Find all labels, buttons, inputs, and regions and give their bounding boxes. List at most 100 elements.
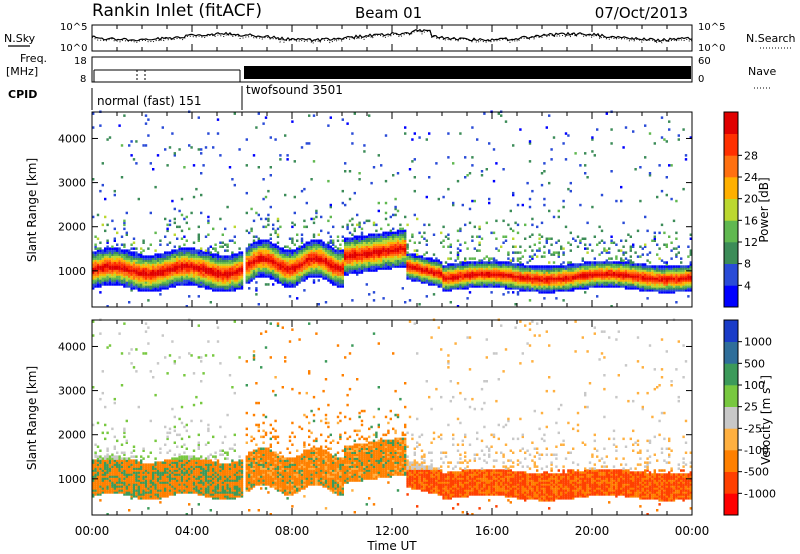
heatmap-cell — [238, 247, 241, 250]
heatmap-cell — [492, 271, 496, 274]
heatmap-cell — [327, 263, 330, 266]
heatmap-cell — [653, 277, 656, 280]
heatmap-cell — [497, 269, 500, 272]
heatmap-cell — [605, 275, 608, 278]
heatmap-cell — [382, 249, 385, 252]
heatmap-cell — [173, 251, 176, 254]
heatmap-cell — [394, 197, 397, 201]
heatmap-cell — [257, 249, 260, 252]
heatmap-cell — [197, 265, 200, 268]
heatmap-cell — [540, 277, 544, 280]
heatmap-cell — [615, 273, 618, 276]
heatmap-cell — [473, 275, 476, 278]
heatmap-cell — [418, 241, 421, 244]
heatmap-cell — [228, 275, 232, 278]
heatmap-cell — [132, 253, 136, 256]
heatmap-cell — [168, 279, 172, 282]
heatmap-cell — [519, 269, 522, 272]
heatmap-cell — [344, 249, 347, 252]
heatmap-cell — [245, 279, 248, 282]
heatmap-cell — [675, 273, 678, 276]
heatmap-cell — [132, 257, 136, 260]
heatmap-cell — [190, 275, 193, 278]
heatmap-cell — [387, 263, 390, 266]
heatmap-cell — [329, 265, 332, 268]
heatmap-cell — [365, 263, 368, 266]
heatmap-cell — [279, 269, 282, 272]
heatmap-cell — [476, 138, 479, 141]
heatmap-cell — [416, 279, 419, 282]
heatmap-cell — [581, 285, 584, 288]
heatmap-cell — [406, 265, 409, 268]
heatmap-cell — [660, 189, 664, 193]
heatmap-cell — [317, 255, 320, 258]
heatmap-cell — [214, 269, 217, 272]
heatmap-cell — [372, 265, 376, 268]
heatmap-cell — [639, 199, 642, 203]
heatmap-cell — [315, 215, 318, 219]
heatmap-cell — [94, 285, 97, 288]
heatmap-cell — [173, 221, 176, 225]
heatmap-cell — [260, 255, 263, 258]
heatmap-cell — [363, 245, 366, 248]
heatmap-cell — [219, 271, 222, 274]
heatmap-cell — [447, 275, 450, 278]
heatmap-cell — [250, 259, 253, 262]
heatmap-cell — [639, 287, 642, 290]
heatmap-cell — [464, 283, 467, 286]
heatmap-cell — [420, 261, 424, 264]
heatmap-cell — [488, 277, 491, 280]
heatmap-cell — [166, 261, 169, 264]
heatmap-cell — [363, 235, 366, 238]
heatmap-cell — [104, 267, 107, 270]
heatmap-cell — [408, 273, 412, 276]
heatmap-cell — [192, 195, 196, 199]
heatmap-cell — [118, 277, 121, 280]
heatmap-cell — [221, 289, 224, 292]
heatmap-cell — [327, 277, 330, 280]
heatmap-cell — [452, 265, 455, 268]
heatmap-cell — [255, 287, 258, 290]
heatmap-cell — [634, 273, 637, 276]
heatmap-cell — [653, 287, 656, 290]
heatmap-cell — [140, 257, 143, 260]
heatmap-cell — [293, 243, 296, 246]
heatmap-cell — [521, 273, 524, 276]
heatmap-cell — [140, 267, 143, 270]
heatmap-cell — [588, 271, 592, 274]
heatmap-cell — [178, 148, 181, 151]
heatmap-cell — [536, 281, 539, 284]
heatmap-cell — [514, 279, 517, 282]
heatmap-cell — [267, 241, 270, 244]
heatmap-cell — [596, 283, 599, 286]
heatmap-cell — [106, 277, 109, 280]
heatmap-cell — [528, 197, 532, 201]
heatmap-cell — [255, 261, 258, 264]
heatmap-cell — [228, 273, 232, 276]
heatmap-cell — [346, 253, 349, 256]
heatmap-cell — [356, 269, 359, 272]
heatmap-cell — [519, 275, 522, 278]
heatmap-cell — [156, 154, 160, 157]
heatmap-cell — [348, 257, 352, 260]
heatmap-cell — [684, 281, 688, 284]
heatmap-cell — [420, 281, 424, 284]
heatmap-cell — [118, 263, 121, 266]
heatmap-cell — [502, 273, 505, 276]
heatmap-cell — [442, 281, 445, 284]
heatmap-cell — [308, 271, 311, 274]
heatmap-cell — [264, 275, 268, 278]
heatmap-cell — [605, 277, 608, 280]
heatmap-cell — [173, 255, 176, 258]
heatmap-cell — [584, 237, 587, 240]
heatmap-cell — [332, 283, 335, 286]
heatmap-cell — [677, 277, 680, 280]
heatmap-cell — [471, 273, 474, 276]
heatmap-cell — [636, 265, 640, 268]
heatmap-cell — [168, 285, 172, 288]
heatmap-cell — [303, 263, 306, 266]
heatmap-cell — [96, 259, 100, 262]
heatmap-cell — [118, 261, 121, 264]
heatmap-cell — [130, 263, 133, 266]
heatmap-cell — [435, 257, 438, 260]
